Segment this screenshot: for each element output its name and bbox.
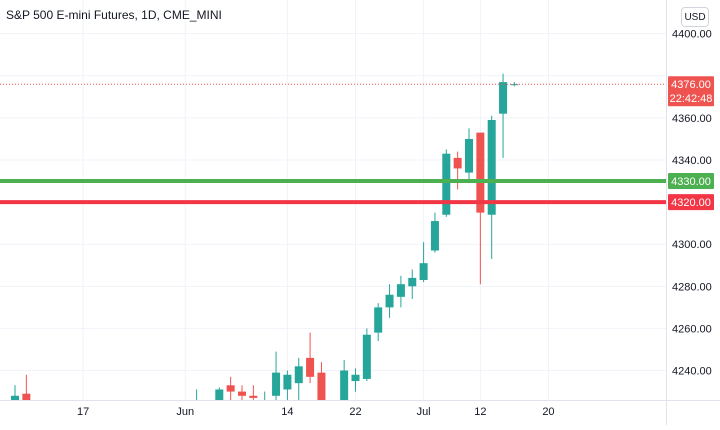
candle-body <box>238 391 246 396</box>
candle-body <box>340 370 349 400</box>
candle <box>396 275 405 308</box>
candle <box>215 387 224 400</box>
candle-body <box>396 284 405 297</box>
candle-body <box>465 138 473 173</box>
y-tick-label: 4300.00 <box>672 239 712 251</box>
candle <box>419 242 428 283</box>
candle <box>272 351 281 400</box>
horizontal-lines[interactable] <box>0 83 666 205</box>
candle <box>351 368 360 392</box>
candles <box>11 73 519 401</box>
x-tick-label: 17 <box>77 406 89 418</box>
candle <box>362 328 371 382</box>
y-tick-label: 4240.00 <box>672 366 712 378</box>
price-axis[interactable]: 4240.00 4260.00 4280.00 4300.00 4320.00 4340.… <box>672 29 712 378</box>
candle-body <box>215 389 224 400</box>
candle-body <box>442 153 451 215</box>
candle-body <box>430 221 439 251</box>
candle-body <box>510 84 519 86</box>
candle <box>340 360 349 400</box>
y-tick-label: 4280.00 <box>672 281 712 293</box>
candle-body <box>11 395 19 400</box>
candle <box>510 82 519 87</box>
candle-body <box>317 372 326 400</box>
y-tick-label: 4260.00 <box>672 323 712 335</box>
candle-body <box>362 334 371 379</box>
candle <box>499 73 508 158</box>
candle <box>226 376 235 400</box>
candle <box>22 374 31 400</box>
x-tick-label: 20 <box>542 406 554 418</box>
candle-body <box>487 120 496 215</box>
y-tick-label: 4400.00 <box>672 29 712 41</box>
y-tick-label: 4340.00 <box>672 155 712 167</box>
candle-body <box>453 157 462 169</box>
candle-body <box>283 374 292 390</box>
last-price-value: 4376.00 <box>671 79 711 91</box>
price-axis-labels: 4376.00 22:42:48 4330.00 4320.00 <box>668 76 714 211</box>
candle <box>453 151 462 190</box>
candle <box>374 303 383 342</box>
candle <box>249 385 258 400</box>
price-level-tag <box>668 194 714 211</box>
candle <box>476 132 485 285</box>
x-tick-label: 22 <box>349 406 361 418</box>
candle <box>306 332 315 384</box>
time-axis[interactable]: 17 Jun 14 22 Jul 12 20 <box>77 406 555 418</box>
price-level-tag <box>668 173 714 190</box>
candle <box>442 149 451 217</box>
candle-body <box>294 366 303 384</box>
candle <box>385 284 394 318</box>
x-tick-label: 12 <box>474 406 486 418</box>
price-level-value: 4320.00 <box>671 197 711 209</box>
x-tick-label: Jun <box>176 406 194 418</box>
x-tick-label: Jul <box>417 406 431 418</box>
candle-body <box>272 372 281 396</box>
candle-body <box>476 132 485 213</box>
candle <box>283 370 292 400</box>
candle <box>238 385 246 400</box>
x-tick-label: 14 <box>281 406 293 418</box>
candle-body <box>385 294 394 308</box>
candle-body <box>306 357 315 377</box>
y-tick-label: 4360.00 <box>672 113 712 125</box>
candle-body <box>499 82 508 114</box>
candle <box>430 212 439 253</box>
currency-button[interactable]: USD <box>681 7 709 27</box>
candle <box>465 128 473 184</box>
last-price-tag <box>668 76 714 107</box>
candle-body <box>351 374 360 382</box>
candle-body <box>226 385 235 392</box>
candle <box>487 115 496 259</box>
candle <box>11 385 19 400</box>
candle <box>408 269 417 299</box>
candle <box>294 357 303 400</box>
bar-countdown: 22:42:48 <box>670 93 713 105</box>
candle-body <box>419 263 428 280</box>
chart-title: S&P 500 E-mini Futures, 1D, CME_MINI <box>6 8 222 22</box>
candle <box>317 362 326 400</box>
candle-body <box>249 395 258 398</box>
candle-body <box>408 277 417 287</box>
candle-body <box>374 307 383 333</box>
candle-body <box>22 393 31 400</box>
price-level-value: 4330.00 <box>671 176 711 188</box>
